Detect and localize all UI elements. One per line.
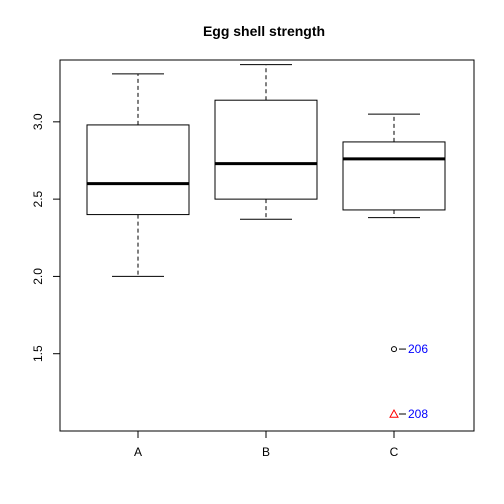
outlier-point — [391, 346, 397, 353]
boxes-group — [86, 64, 446, 277]
outlier-label: 208 — [408, 407, 428, 421]
y-tick-label: 2.0 — [31, 268, 45, 285]
box-b — [214, 64, 318, 220]
outliers-group: 206 208 — [389, 342, 428, 421]
iqr-box — [214, 99, 318, 200]
chart-title: Egg shell strength — [203, 23, 325, 39]
iqr-box — [342, 141, 446, 211]
x-tick-label: B — [262, 445, 270, 459]
outlier-206: 206 — [391, 342, 428, 356]
y-tick-label: 1.5 — [31, 345, 45, 362]
outlier-point — [389, 408, 399, 418]
x-tick-label: C — [390, 445, 399, 459]
box-c — [342, 113, 446, 219]
x-tick-label: A — [134, 445, 142, 459]
x-axis: A B C — [134, 431, 399, 459]
y-tick-label: 2.5 — [31, 190, 45, 207]
y-axis: 1.5 2.0 2.5 3.0 — [31, 113, 61, 362]
y-tick-label: 3.0 — [31, 113, 45, 130]
iqr-box — [86, 124, 190, 216]
outlier-208: 208 — [389, 407, 428, 421]
box-a — [86, 73, 190, 277]
outlier-label: 206 — [408, 342, 428, 356]
